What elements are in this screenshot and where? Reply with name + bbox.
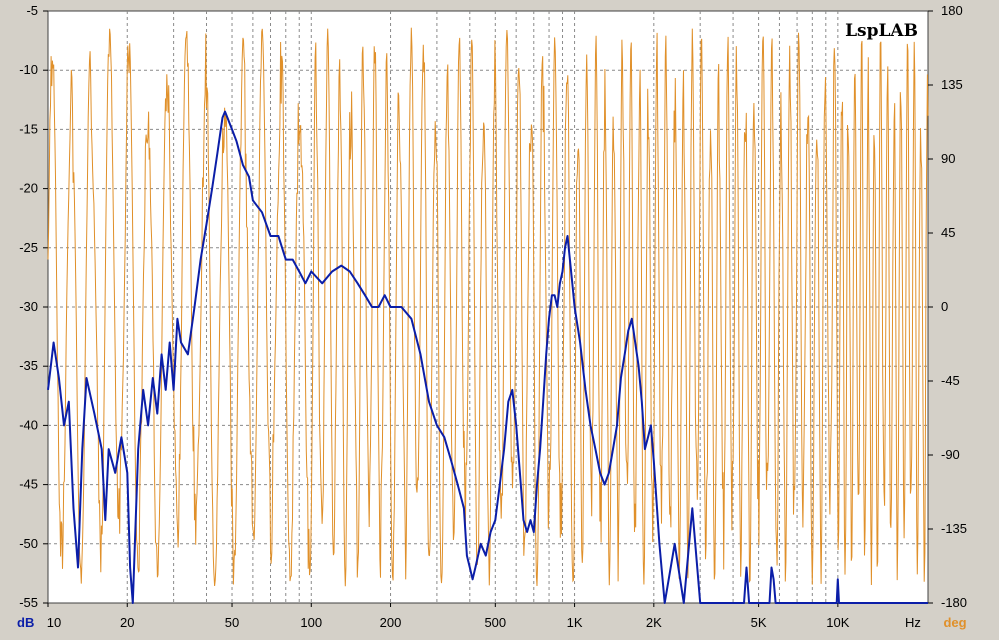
x-tick-label: 5K [751,615,767,630]
y-left-tick-label: -15 [19,121,38,136]
y-right-tick-label: -45 [941,373,960,388]
y-left-unit-label: dB [17,615,34,630]
x-unit-label: Hz [905,615,921,630]
magnitude-series-line [47,110,928,604]
x-tick-label: 10 [47,615,61,630]
y-left-tick-label: -40 [19,417,38,432]
y-right-tick-label: -180 [941,595,967,610]
y-left-tick-label: -20 [19,181,38,196]
y-left-tick-label: -35 [19,358,38,373]
y-right-tick-label: -90 [941,447,960,462]
y-right-tick-label: 45 [941,225,955,240]
y-left-tick-label: -30 [19,299,38,314]
brand-logo: LspLAB [845,21,918,41]
y-right-tick-label: 180 [941,3,963,18]
x-tick-label: 20 [120,615,134,630]
y-left-tick-label: -45 [19,477,38,492]
phase-series-line [47,27,929,587]
tick-labels: 10 20 50 100 200 500 1K 2K 5K 10K -5 -10 -15 -20 -25 -3… [19,3,967,630]
x-tick-label: 2K [646,615,662,630]
y-right-tick-label: 135 [941,77,963,92]
y-left-tick-label: -10 [19,62,38,77]
y-left-tick-label: -50 [19,536,38,551]
x-tick-label: 1K [567,615,583,630]
y-left-tick-label: -25 [19,240,38,255]
series-group [47,27,929,604]
y-right-unit-label: deg [943,615,966,630]
x-tick-label: 200 [380,615,402,630]
x-tick-label: 500 [484,615,506,630]
x-tick-label: 50 [225,615,239,630]
x-tick-label: 100 [300,615,322,630]
y-left-tick-label: -5 [26,3,38,18]
x-tick-label: 10K [826,615,849,630]
y-right-tick-label: 90 [941,151,955,166]
y-right-tick-label: 0 [941,299,948,314]
y-left-tick-label: -55 [19,595,38,610]
y-right-tick-label: -135 [941,521,967,536]
